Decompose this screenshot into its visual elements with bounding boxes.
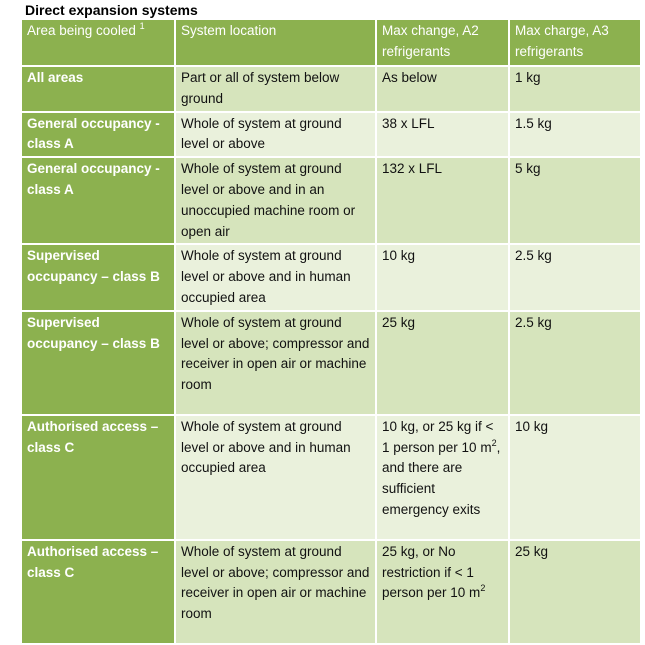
table-header-row: Area being cooled 1 System location Max …	[20, 18, 642, 67]
cell-a2: 38 x LFL	[375, 110, 510, 159]
header-area-text: Area being cooled	[27, 23, 136, 38]
cell-location: Whole of system at ground level or above…	[174, 309, 377, 416]
table-row: All areas Part or all of system below gr…	[20, 65, 642, 113]
cell-a2-text: 10 kg, or 25 kg if < 1 person per 10 m	[382, 418, 494, 455]
header-max-a2: Max change, A2 refrigerants	[375, 18, 510, 67]
table-row: Supervised occupancy – class B Whole of …	[20, 309, 642, 416]
cell-a2: 25 kg, or No restriction if < 1 person p…	[375, 538, 510, 645]
cell-location: Whole of system at ground level or above…	[174, 156, 377, 246]
cell-a3: 1.5 kg	[508, 110, 642, 159]
cell-area: Supervised occupancy – class B	[20, 243, 176, 312]
header-max-a3: Max charge, A3 refrigerants	[508, 18, 642, 67]
cell-location: Whole of system at ground level or above…	[174, 243, 377, 312]
cell-area: Supervised occupancy – class B	[20, 309, 176, 416]
cell-area: Authorised access – class C	[20, 538, 176, 645]
table-row: Authorised access – class C Whole of sys…	[20, 538, 642, 645]
cell-a3: 2.5 kg	[508, 309, 642, 416]
cell-location: Whole of system at ground level or above…	[174, 538, 377, 645]
cell-a3: 25 kg	[508, 538, 642, 645]
table-row: General occupancy - class A Whole of sys…	[20, 110, 642, 159]
table-caption: Direct expansion systems	[25, 2, 198, 18]
cell-area: General occupancy - class A	[20, 110, 176, 159]
cell-a3: 5 kg	[508, 156, 642, 246]
cell-a3: 2.5 kg	[508, 243, 642, 312]
table-row: General occupancy - class A Whole of sys…	[20, 156, 642, 246]
header-area-being-cooled: Area being cooled 1	[20, 18, 176, 67]
cell-a2: 10 kg	[375, 243, 510, 312]
cell-a2: 25 kg	[375, 309, 510, 416]
cell-location: Whole of system at ground level or above…	[174, 413, 377, 541]
cell-area: General occupancy - class A	[20, 156, 176, 246]
cell-a2: As below	[375, 65, 510, 113]
cell-a2-text-end: , and there are sufficient emergency exi…	[382, 439, 501, 517]
footnote-marker: 1	[139, 21, 145, 31]
cell-a2: 132 x LFL	[375, 156, 510, 246]
direct-expansion-table: Area being cooled 1 System location Max …	[20, 18, 642, 645]
table-row: Authorised access – class C Whole of sys…	[20, 413, 642, 541]
table-row: Supervised occupancy – class B Whole of …	[20, 243, 642, 312]
cell-location: Part or all of system below ground	[174, 65, 377, 113]
cell-a3: 1 kg	[508, 65, 642, 113]
header-system-location: System location	[174, 18, 377, 67]
cell-location: Whole of system at ground level or above	[174, 110, 377, 159]
superscript-two: 2	[491, 437, 497, 448]
cell-a3: 10 kg	[508, 413, 642, 541]
cell-area: All areas	[20, 65, 176, 113]
cell-a2-text: 25 kg, or No restriction if < 1 person p…	[382, 543, 481, 601]
superscript-two: 2	[480, 583, 486, 594]
cell-a2: 10 kg, or 25 kg if < 1 person per 10 m2,…	[375, 413, 510, 541]
cell-area: Authorised access – class C	[20, 413, 176, 541]
